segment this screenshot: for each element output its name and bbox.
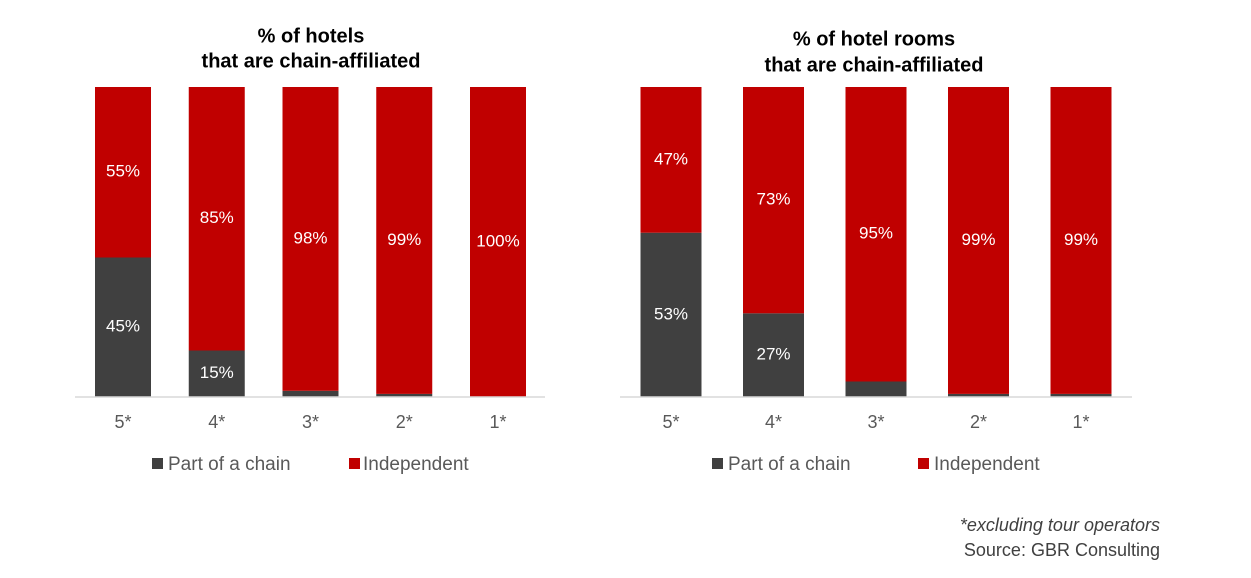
- source: Source: GBR Consulting: [964, 540, 1160, 560]
- bar-segment: [1050, 87, 1112, 394]
- data-label: 73%: [756, 190, 790, 209]
- legend-label: Independent: [934, 454, 1040, 475]
- bar-segment: [188, 350, 245, 397]
- data-label: 99%: [1064, 230, 1098, 249]
- x-tick-label: 5*: [114, 412, 131, 432]
- x-tick-label: 1*: [489, 412, 506, 432]
- x-tick-label: 5*: [662, 412, 679, 432]
- footnote: *excluding tour operators: [960, 515, 1160, 535]
- chart-title: % of hotel rooms: [793, 28, 955, 50]
- x-tick-label: 2*: [970, 412, 987, 432]
- bar-segment: [1050, 393, 1112, 397]
- bar-segment: [948, 393, 1009, 397]
- legend-swatch: [349, 458, 360, 469]
- data-label: 99%: [961, 230, 995, 249]
- legend-swatch: [918, 458, 929, 469]
- data-label: 99%: [387, 230, 421, 249]
- legend-label: Independent: [363, 454, 469, 475]
- legend-swatch: [712, 458, 723, 469]
- legend-swatch: [152, 458, 163, 469]
- x-tick-label: 2*: [396, 412, 413, 432]
- bar-segment: [376, 393, 433, 397]
- x-tick-label: 4*: [765, 412, 782, 432]
- chart-title: that are chain-affiliated: [765, 54, 984, 76]
- x-tick-label: 1*: [1072, 412, 1089, 432]
- bar-segment: [845, 381, 907, 397]
- legend-label: Part of a chain: [168, 454, 291, 475]
- data-label: 53%: [654, 304, 688, 323]
- data-label: 45%: [106, 317, 140, 336]
- data-label: 27%: [756, 345, 790, 364]
- x-tick-label: 3*: [302, 412, 319, 432]
- bar-segment: [743, 313, 804, 397]
- data-label: 100%: [476, 231, 519, 250]
- bar-segment: [188, 87, 245, 351]
- bar-segment: [95, 257, 151, 397]
- bar-segment: [640, 87, 702, 233]
- chart-title: that are chain-affiliated: [202, 50, 421, 72]
- data-label: 95%: [859, 224, 893, 243]
- data-label: 85%: [200, 208, 234, 227]
- data-label: 15%: [200, 363, 234, 382]
- bar-segment: [282, 87, 339, 391]
- bar-segment: [743, 87, 804, 314]
- bar-segment: [282, 390, 339, 397]
- chart-title: % of hotels: [258, 25, 365, 47]
- data-label: 55%: [106, 162, 140, 181]
- bar-segment: [470, 87, 526, 397]
- bar-segment: [640, 232, 702, 397]
- bar-segment: [948, 87, 1009, 394]
- x-tick-label: 4*: [208, 412, 225, 432]
- data-label: 98%: [293, 228, 327, 247]
- x-tick-label: 3*: [867, 412, 884, 432]
- bar-segment: [845, 87, 907, 382]
- bar-segment: [376, 87, 433, 394]
- data-label: 47%: [654, 149, 688, 168]
- bar-segment: [95, 87, 151, 258]
- legend-label: Part of a chain: [728, 454, 851, 475]
